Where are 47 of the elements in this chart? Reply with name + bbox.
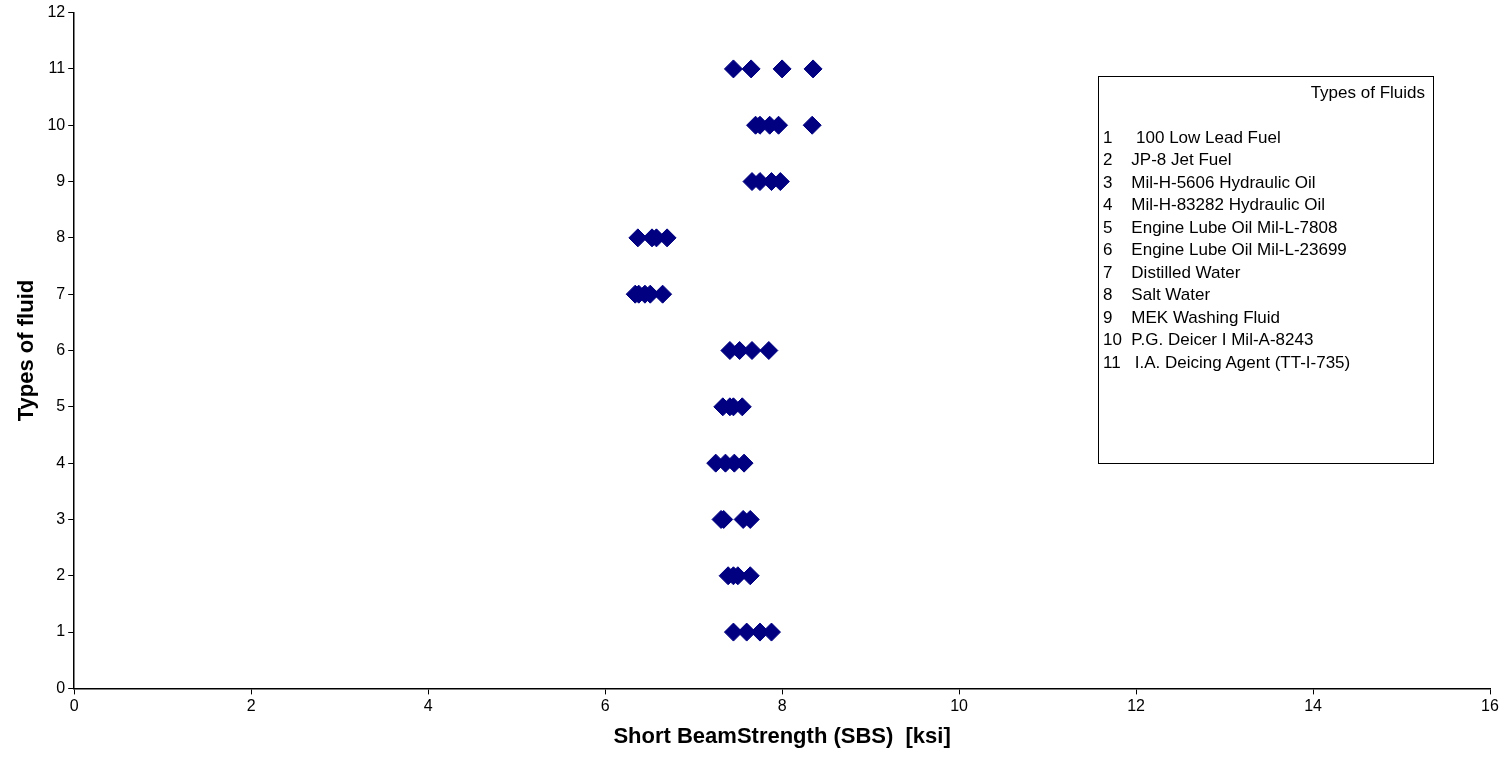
point <box>802 115 822 135</box>
x-tick-label: 12 <box>1127 697 1146 715</box>
annotation: 2 JP-8 Jet Fuel <box>1103 149 1233 171</box>
x-tick-label: 0 <box>69 697 79 715</box>
point <box>723 59 743 79</box>
annotation: 7 Distilled Water <box>1103 261 1242 284</box>
x-tick-label: 4 <box>423 697 433 715</box>
point <box>759 341 779 360</box>
point <box>653 284 673 304</box>
x-axis-title: Short BeamStrength (SBS) [ksi] <box>613 722 951 748</box>
y-tick-label: 5 <box>56 397 66 415</box>
annotation: 4 Mil-H-83282 Hydraulic Oil <box>1103 194 1326 216</box>
annotation: 11 I.A. Deicing Agent (TT-I-735) <box>1103 351 1352 374</box>
point <box>803 59 823 79</box>
x-tick-label: 8 <box>777 697 787 715</box>
y-tick-label: 8 <box>56 228 66 246</box>
point <box>740 566 760 586</box>
y-tick-label: 12 <box>47 3 66 21</box>
point <box>628 228 648 248</box>
annotation: 3 Mil-H-5606 Hydraulic Oil <box>1103 171 1317 194</box>
x-tick-label: 16 <box>1481 697 1499 715</box>
y-tick-label: 0 <box>56 678 66 696</box>
annotation: 6 Engine Lube Oil Mil-L-23699 <box>1103 239 1348 261</box>
y-tick-label: 11 <box>48 59 66 77</box>
y-tick-label: 2 <box>56 566 66 584</box>
x-tick-label: 6 <box>600 697 610 715</box>
y-tick-label: 3 <box>56 509 66 527</box>
y-tick-label: 1 <box>56 622 66 640</box>
annotation: 1 100 Low Lead Fuel <box>1103 126 1282 149</box>
annotation: Types of Fluids <box>1309 82 1426 104</box>
annotation: 8 Salt Water <box>1103 284 1212 306</box>
annotation: 10 P.G. Deicer I Mil-A-8243 <box>1103 329 1315 351</box>
x-tick-label: 2 <box>246 697 256 715</box>
point <box>772 59 792 79</box>
annotation: 9 MEK Washing Fluid <box>1103 306 1281 329</box>
y-tick-label: 7 <box>56 284 66 302</box>
y-tick-label: 4 <box>56 453 66 471</box>
y-tick-label: 9 <box>56 171 66 189</box>
y-tick-label: 10 <box>47 115 66 133</box>
annotation: 5 Engine Lube Oil Mil-L-7808 <box>1103 216 1339 239</box>
x-tick-label: 14 <box>1304 697 1323 715</box>
point <box>741 59 761 79</box>
y-axis-title: Types of fluid <box>13 279 39 422</box>
point <box>723 622 743 642</box>
x-tick-label: 10 <box>950 697 969 715</box>
point <box>742 341 762 360</box>
y-tick-label: 6 <box>56 340 66 358</box>
